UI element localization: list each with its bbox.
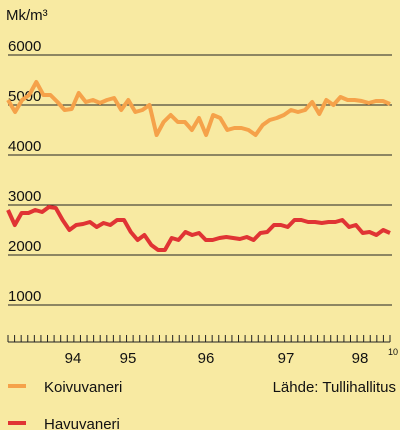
y-tick-label: 6000 — [8, 38, 41, 55]
legend-label: Koivuvaneri — [44, 379, 122, 396]
line-series — [6, 80, 391, 137]
x-tick-label: 97 — [278, 350, 295, 367]
y-tick-label: 3000 — [8, 188, 41, 205]
x-tick-label: 98 — [352, 350, 369, 367]
x-tick-label: 95 — [120, 350, 137, 367]
line-series — [6, 205, 391, 252]
y-tick-label: 4000 — [8, 138, 41, 155]
legend-label: Havuvaneri — [44, 416, 120, 430]
x-tick-label: 94 — [65, 350, 82, 367]
x-end-note: 10 — [388, 347, 398, 357]
y-tick-label: 2000 — [8, 238, 41, 255]
y-tick-label: 1000 — [8, 288, 41, 305]
source: Lähde: Tullihallitus — [273, 379, 396, 396]
x-tick-label: 96 — [198, 350, 215, 367]
y-axis-label: Mk/m³ — [6, 7, 48, 24]
